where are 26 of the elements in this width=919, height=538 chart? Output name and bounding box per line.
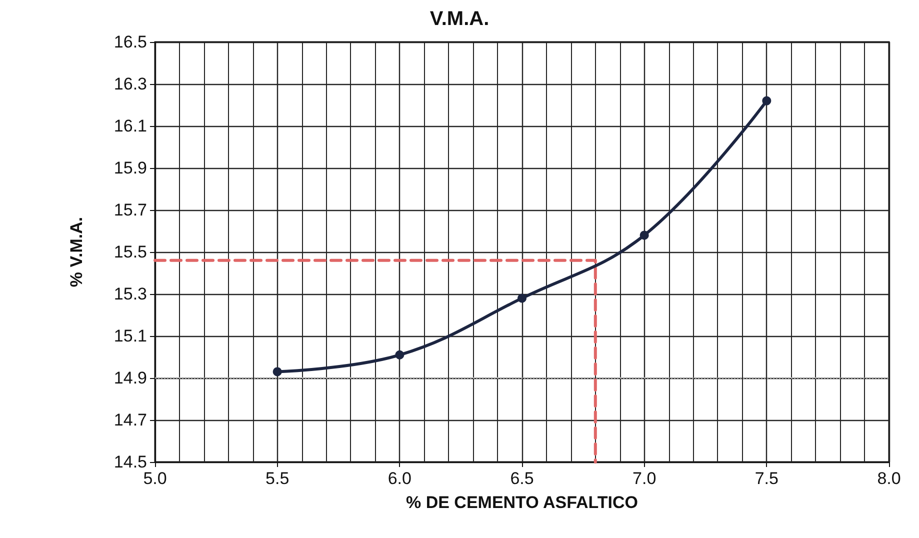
point xyxy=(272,367,282,376)
y-tick-label: 16.3 xyxy=(114,74,147,94)
y-tick-label: 15.7 xyxy=(114,200,147,220)
y-tick-label: 14.9 xyxy=(114,368,147,388)
x-tick-label: 5.0 xyxy=(143,469,167,488)
y-tick-label: 14.5 xyxy=(114,452,147,472)
x-tick-label: 8.0 xyxy=(877,469,901,488)
y-tick-label: 15.9 xyxy=(114,158,147,178)
x-tick-label: 6.5 xyxy=(510,469,534,488)
y-tick-label: 14.7 xyxy=(114,410,147,430)
point xyxy=(395,350,404,360)
y-tick-label: 15.1 xyxy=(114,326,147,346)
point xyxy=(518,294,526,303)
point xyxy=(762,96,772,106)
y-tick-label: 16.5 xyxy=(114,32,147,52)
x-tick-label: 6.0 xyxy=(388,469,412,488)
chart-title: V.M.A. xyxy=(430,8,490,30)
x-tick-label: 7.0 xyxy=(632,469,656,488)
y-axis-title: % V.M.A. xyxy=(67,216,86,288)
y-tick-label: 15.5 xyxy=(114,242,147,262)
y-tick-label: 15.3 xyxy=(114,284,147,304)
y-tick-label: 16.1 xyxy=(114,116,147,136)
x-tick-label: 7.5 xyxy=(754,469,778,488)
x-axis-title: % DE CEMENTO ASFALTICO xyxy=(406,493,638,512)
x-tick-label: 5.5 xyxy=(266,469,290,488)
point xyxy=(640,230,649,240)
